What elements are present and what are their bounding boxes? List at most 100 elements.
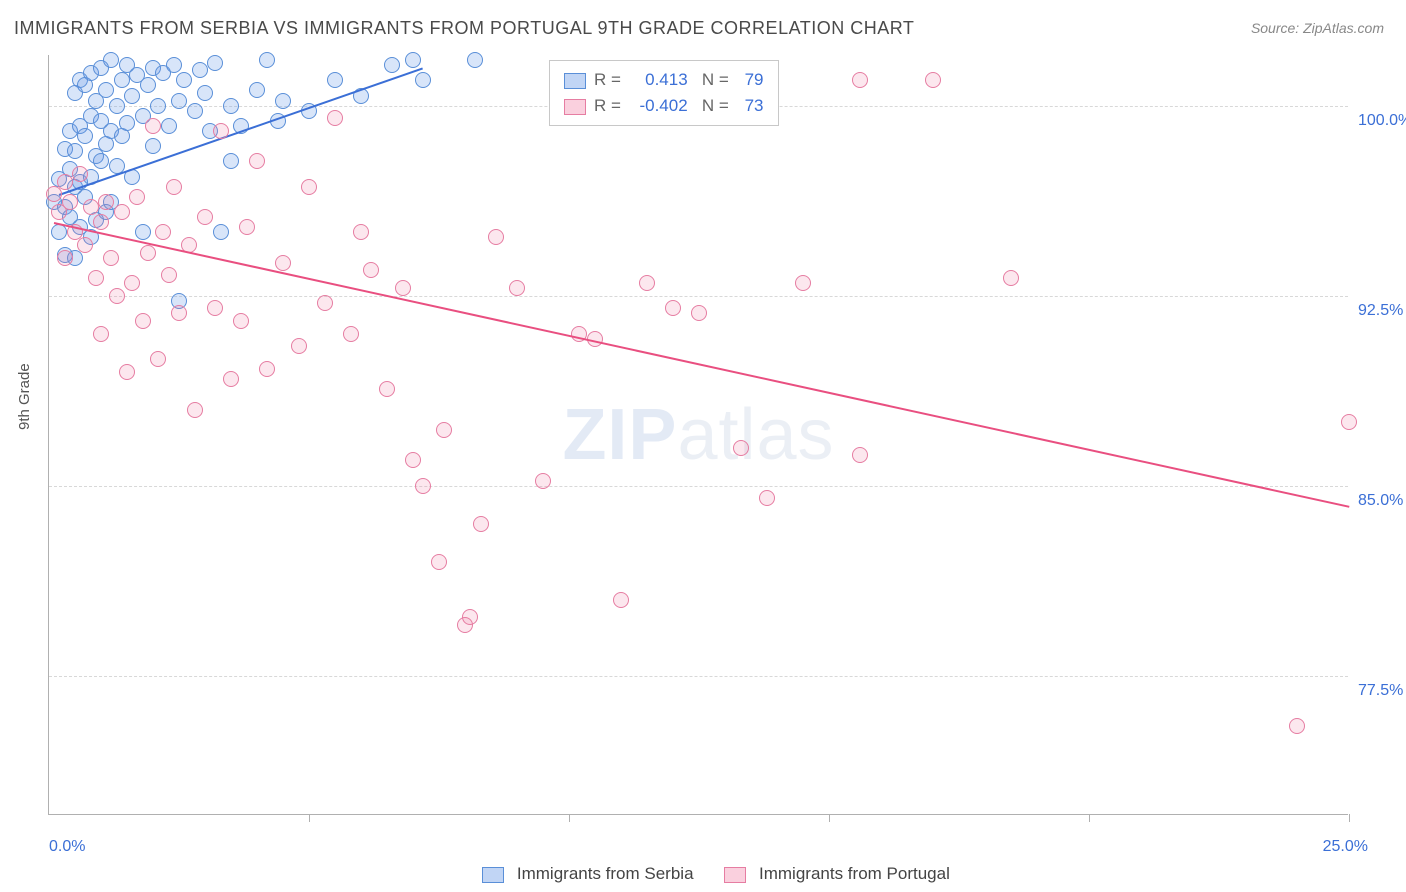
data-point [405,452,421,468]
data-point [187,103,203,119]
data-point [395,280,411,296]
data-point [145,118,161,134]
data-point [1003,270,1019,286]
data-point [1289,718,1305,734]
bottom-legend: Immigrants from Serbia Immigrants from P… [0,864,1406,884]
x-label-max: 25.0% [1323,838,1368,856]
gridline [49,486,1348,487]
data-point [140,245,156,261]
data-point [166,179,182,195]
n-value: 79 [734,67,764,93]
data-point [171,305,187,321]
data-point [535,473,551,489]
data-point [103,250,119,266]
data-point [93,153,109,169]
legend-swatch-portugal [724,867,746,883]
data-point [353,224,369,240]
data-point [488,229,504,245]
legend-label-serbia: Immigrants from Serbia [517,864,694,883]
n-value: 73 [734,93,764,119]
data-point [135,224,151,240]
data-point [57,250,73,266]
data-point [343,326,359,342]
x-tick [309,814,310,822]
data-point [467,52,483,68]
data-point [124,275,140,291]
data-point [223,371,239,387]
data-point [363,262,379,278]
data-point [119,364,135,380]
data-point [691,305,707,321]
data-point [207,55,223,71]
data-point [192,62,208,78]
gridline [49,296,1348,297]
data-point [124,88,140,104]
data-point [171,93,187,109]
n-label: N = [702,96,729,115]
data-point [291,338,307,354]
x-tick [569,814,570,822]
data-point [665,300,681,316]
data-point [759,490,775,506]
y-axis-title: 9th Grade [16,363,33,430]
legend-label-portugal: Immigrants from Portugal [759,864,950,883]
r-label: R = [594,70,621,89]
data-point [301,179,317,195]
data-point [67,143,83,159]
data-point [197,209,213,225]
y-tick-label: 100.0% [1358,112,1406,130]
data-point [150,98,166,114]
stats-swatch [564,99,586,115]
data-point [259,52,275,68]
data-point [197,85,213,101]
stats-legend: R = 0.413 N = 79R = -0.402 N = 73 [549,60,779,126]
data-point [317,295,333,311]
r-label: R = [594,96,621,115]
data-point [213,123,229,139]
data-point [114,204,130,220]
y-tick-label: 77.5% [1358,682,1406,700]
data-point [259,361,275,377]
data-point [733,440,749,456]
data-point [613,592,629,608]
n-label: N = [702,70,729,89]
data-point [415,72,431,88]
data-point [93,326,109,342]
data-point [249,82,265,98]
source-label: Source: [1251,20,1303,36]
y-tick-label: 85.0% [1358,492,1406,510]
data-point [93,214,109,230]
data-point [166,57,182,73]
data-point [145,138,161,154]
data-point [223,98,239,114]
data-point [223,153,239,169]
y-tick-label: 92.5% [1358,302,1406,320]
data-point [57,174,73,190]
x-label-min: 0.0% [49,838,85,856]
data-point [275,93,291,109]
data-point [327,110,343,126]
data-point [462,609,478,625]
stats-row: R = -0.402 N = 73 [564,93,764,119]
data-point [405,52,421,68]
data-point [176,72,192,88]
data-point [639,275,655,291]
data-point [379,381,395,397]
data-point [327,72,343,88]
legend-swatch-serbia [482,867,504,883]
data-point [77,128,93,144]
data-point [852,447,868,463]
data-point [431,554,447,570]
data-point [852,72,868,88]
x-tick [829,814,830,822]
stats-row: R = 0.413 N = 79 [564,67,764,93]
r-value: 0.413 [626,67,688,93]
data-point [415,478,431,494]
data-point [384,57,400,73]
data-point [114,72,130,88]
x-tick [1349,814,1350,822]
plot-area: ZIPatlas 77.5%85.0%92.5%100.0%0.0%25.0%R… [48,55,1348,815]
data-point [275,255,291,271]
source-name: ZipAtlas.com [1303,20,1384,36]
stats-swatch [564,73,586,89]
